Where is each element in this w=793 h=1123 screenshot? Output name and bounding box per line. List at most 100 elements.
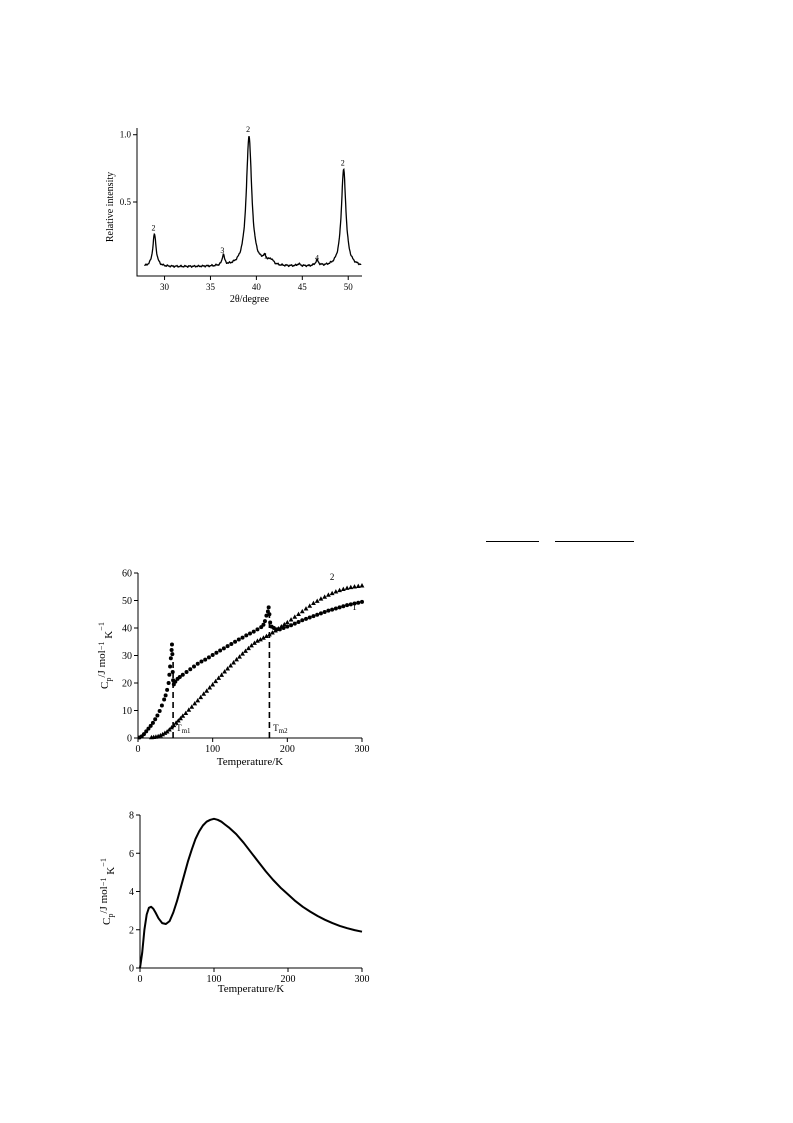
- series-1-point: [322, 610, 327, 615]
- series-1-point: [311, 614, 316, 619]
- series-1-point: [195, 661, 200, 666]
- y-tick-label: 60: [122, 569, 132, 580]
- series-2-point: [210, 682, 216, 687]
- x-tick-label: 50: [344, 282, 354, 292]
- series-2-point: [296, 611, 301, 617]
- series-1-point: [337, 605, 342, 610]
- peak-label: 2: [341, 159, 345, 168]
- series-1-point: [210, 652, 215, 657]
- heat-capacity-figure: 0 100 200 300 0 10 20 30 40 50 60 Temperature/K Cp/J…: [0, 560, 400, 785]
- transition-label-main: T: [273, 723, 279, 733]
- series-2-point: [267, 632, 272, 637]
- x-tick-label: 0: [138, 974, 143, 985]
- series-label: 2: [330, 572, 335, 582]
- series-2-point: [272, 628, 278, 633]
- series-2-point: [352, 584, 357, 589]
- y-tick-label: 8: [129, 811, 134, 822]
- series-1-point: [218, 648, 223, 653]
- y-axis-label-part: p: [104, 678, 113, 682]
- series-2-point: [216, 675, 222, 680]
- series-1-point: [300, 618, 305, 623]
- transition-label-sub: m1: [182, 727, 191, 735]
- series-1-point: [184, 670, 189, 674]
- series-2-point: [180, 713, 186, 718]
- x-tick-label: 300: [355, 744, 370, 755]
- series-1-point: [170, 670, 175, 674]
- y-axis-label: Cp/J mol−1 K−1: [96, 622, 115, 689]
- series-2-point: [252, 640, 257, 645]
- series-2-point: [207, 685, 213, 690]
- series-2-point: [204, 688, 210, 693]
- series-2-point: [261, 635, 266, 640]
- series-2-point: [340, 586, 346, 592]
- series-2-point: [198, 694, 204, 700]
- y-axis-label-part: K: [105, 867, 117, 878]
- series-1-point: [167, 672, 172, 677]
- y-tick-label: 0: [127, 734, 132, 745]
- series-1-point: [206, 655, 211, 660]
- series-1-point: [330, 607, 335, 612]
- peak-label: 2: [152, 223, 156, 232]
- series-1-point: [255, 627, 260, 632]
- series-2-point: [299, 608, 305, 614]
- y-tick-label: 40: [122, 624, 132, 635]
- series-2-point: [281, 621, 287, 627]
- series-1-point: [162, 697, 167, 702]
- series-2-point: [326, 592, 331, 597]
- cp-difference-line: [139, 817, 363, 969]
- series-1-point: [352, 601, 357, 606]
- series-2-point: [322, 594, 328, 599]
- y-tick-label: 4: [129, 887, 134, 898]
- series-2-point: [303, 606, 309, 611]
- series-1-point: [146, 726, 151, 731]
- series-1-point: [188, 667, 193, 672]
- series-1-point: [292, 621, 297, 626]
- series-1-point: [348, 602, 353, 607]
- series-1-point: [180, 672, 185, 677]
- y-tick-label: 6: [129, 849, 134, 860]
- series-2-point: [344, 585, 350, 590]
- series-1-point: [261, 622, 266, 627]
- series-2-point: [231, 660, 236, 665]
- transition-label: Tm1: [176, 723, 191, 735]
- series-1-point: [360, 599, 364, 604]
- y-tick-label: 10: [122, 706, 132, 717]
- series-1-point: [345, 603, 350, 608]
- series-1-point: [333, 606, 338, 611]
- series-1-point: [141, 732, 146, 737]
- series-2-point: [228, 663, 233, 668]
- series-1-point: [271, 626, 276, 630]
- x-tick-label: 200: [280, 744, 295, 755]
- x-axis-label: Temperature/K: [217, 756, 283, 768]
- x-tick-label: 200: [281, 974, 296, 985]
- series-2-point: [348, 584, 354, 590]
- series-2-point: [307, 603, 313, 608]
- series-1-point: [173, 679, 178, 684]
- series-1-point: [150, 720, 155, 725]
- series-1-point: [268, 620, 273, 625]
- series-1-point: [169, 648, 174, 652]
- series-2-point: [284, 619, 290, 625]
- series-2-point: [192, 701, 198, 706]
- series-1-point: [221, 646, 226, 651]
- series-2-point: [246, 645, 251, 651]
- series-1-point: [318, 611, 323, 616]
- peak-label: 2: [246, 125, 250, 134]
- y-axis-label-part: /J mol: [98, 886, 110, 913]
- y-tick-label: 0: [129, 964, 134, 975]
- series-1-point: [248, 631, 252, 636]
- series-label: 1: [352, 602, 357, 612]
- series-2-point: [270, 630, 275, 635]
- series-1-point: [262, 619, 267, 624]
- y-axis-label: Relative intensity: [105, 172, 116, 242]
- series-2-point: [292, 614, 298, 619]
- series-1-point: [148, 723, 153, 728]
- series-1-point: [236, 637, 241, 642]
- text-underline-left: [486, 541, 539, 542]
- heat-capacity-chart: 0 100 200 300 0 10 20 30 40 50 60 Temperature/K Cp/J…: [96, 569, 370, 769]
- y-tick-label: 50: [122, 596, 132, 607]
- text-underline-right: [555, 541, 634, 542]
- series-2-point: [219, 672, 225, 677]
- series-1-point: [251, 629, 256, 634]
